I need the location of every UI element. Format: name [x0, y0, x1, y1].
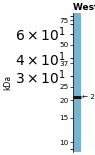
- Y-axis label: kDa: kDa: [3, 75, 12, 90]
- Bar: [73, 13, 81, 152]
- Text: ← 21kDa: ← 21kDa: [82, 94, 95, 100]
- Text: Western Blot: Western Blot: [73, 3, 95, 12]
